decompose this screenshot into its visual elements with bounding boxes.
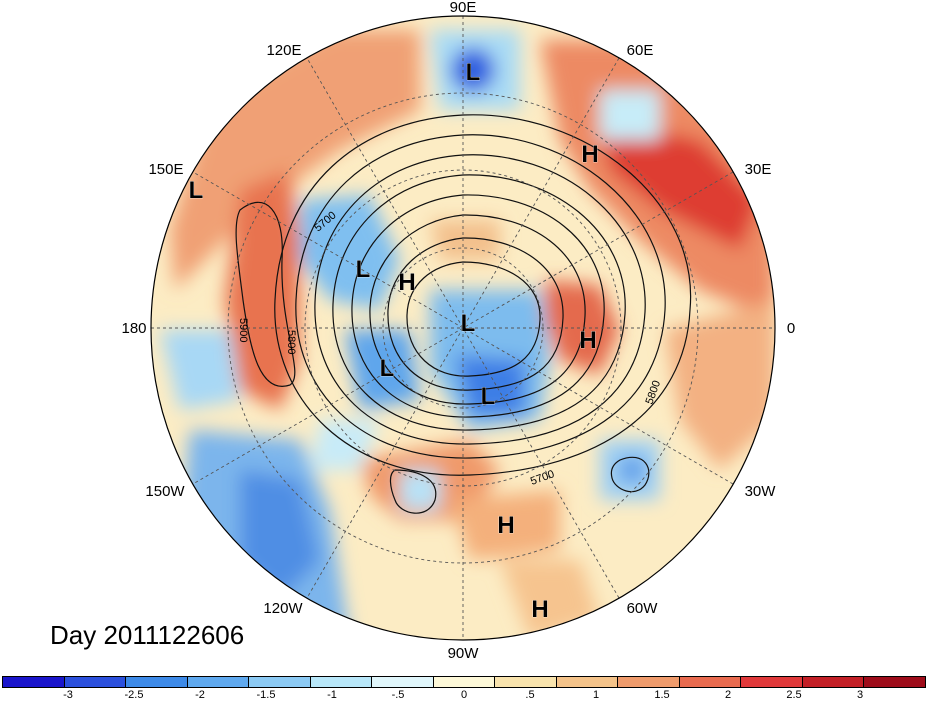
- colorbar-tick-label: 1.5: [654, 689, 670, 701]
- colorbar-tick-label: -2: [195, 689, 205, 701]
- colorbar-tick-label: 3: [856, 689, 864, 701]
- height-contours: [235, 114, 692, 514]
- lon-label-60w: 60W: [627, 600, 659, 617]
- lon-label-120e: 120E: [266, 42, 301, 59]
- colorbar-tick-label: -1: [327, 689, 337, 701]
- contour-label-5800: 5800: [285, 330, 297, 354]
- lon-label-150e: 150E: [148, 161, 183, 178]
- colorbar-swatch: [187, 677, 250, 687]
- colorbar-tick-label: 2: [724, 689, 732, 701]
- colorbar-tick-label: 1: [592, 689, 600, 701]
- pressure-centers: L H L L H L H L L H H: [188, 59, 599, 624]
- colorbar-tick-label: -3: [63, 689, 73, 701]
- colorbar-swatch: [126, 677, 188, 687]
- pressure-center-label: L: [461, 310, 476, 337]
- lon-label-0: 0: [787, 320, 795, 337]
- colorbar-swatch: [249, 677, 311, 687]
- colorbar-swatch: [741, 677, 803, 687]
- colorbar-tick-label: -1.5: [256, 689, 276, 701]
- lon-label-30w: 30W: [745, 483, 777, 500]
- colorbar: [2, 676, 926, 688]
- colorbar-swatch: [679, 677, 742, 687]
- pressure-center-label: L: [356, 256, 371, 283]
- colorbar-swatch: [618, 677, 680, 687]
- pressure-center-label: H: [497, 512, 514, 539]
- pressure-center-label: H: [398, 269, 415, 296]
- lon-label-90w: 90W: [448, 645, 480, 662]
- colorbar-tick-label: .5: [525, 689, 535, 701]
- pressure-center-label: L: [380, 355, 395, 382]
- lon-label-30e: 30E: [745, 161, 772, 178]
- pressure-center-label: H: [531, 596, 548, 623]
- lon-label-150w: 150W: [145, 483, 185, 500]
- date-title: Day 2011122606: [50, 620, 245, 650]
- colorbar-tick-label: 0: [460, 689, 468, 701]
- colorbar-swatch: [3, 677, 65, 687]
- colorbar-swatch: [495, 677, 557, 687]
- lon-label-180: 180: [121, 320, 146, 337]
- pressure-center-label: L: [189, 177, 204, 204]
- colorbar-swatch: [802, 677, 865, 687]
- lon-label-60e: 60E: [627, 42, 654, 59]
- lon-label-90e: 90E: [450, 0, 477, 16]
- pressure-center-label: L: [481, 383, 496, 410]
- colorbar-swatch: [372, 677, 434, 687]
- map-boundary: [150, 15, 776, 641]
- lon-label-120w: 120W: [263, 600, 303, 617]
- graticule: [151, 16, 775, 640]
- colorbar-swatch: [864, 677, 925, 687]
- colorbar-ticks: -3 -2.5 -2 -1.5 -1 -.5 0 .5 1 1.5 2 2.5 …: [0, 689, 928, 703]
- colorbar-swatch: [556, 677, 619, 687]
- contour-label-5900: 5900: [237, 318, 249, 342]
- colorbar-tick-label: -2.5: [124, 689, 144, 701]
- colorbar-swatch: [64, 677, 127, 687]
- colorbar-tick-label: -.5: [391, 689, 405, 701]
- colorbar-swatch: [310, 677, 373, 687]
- pressure-center-label: H: [581, 141, 598, 168]
- colorbar-tick-label: 2.5: [786, 689, 802, 701]
- pressure-center-label: L: [466, 59, 481, 86]
- pressure-center-label: H: [579, 327, 596, 354]
- longitude-labels: 90E 60E 30E 0 30W 60W 90W 120W 150W 180 …: [121, 0, 795, 662]
- colorbar-swatch: [433, 677, 496, 687]
